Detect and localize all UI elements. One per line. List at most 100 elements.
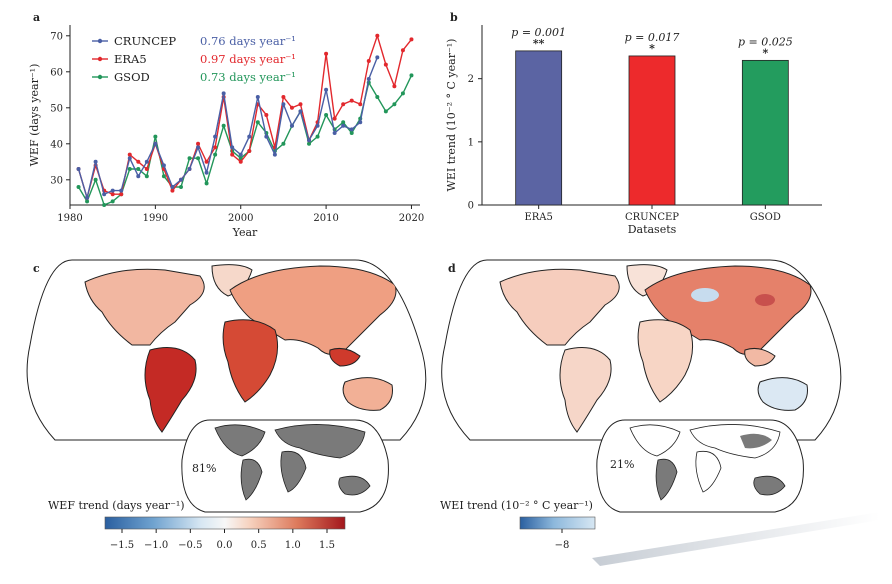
series-point-era5 [136, 159, 141, 164]
series-point-era5 [298, 102, 303, 107]
series-point-gsod [153, 134, 158, 139]
chart-a-x-tick-label: 2000 [228, 213, 253, 224]
bar-significance-cruncep: * [649, 42, 655, 55]
chart-b-y-tick-label: 0 [468, 201, 474, 212]
series-point-era5 [349, 98, 354, 103]
series-point-cruncep [332, 131, 337, 135]
series-point-gsod [85, 199, 90, 204]
chart-b-y-label: WEI trend (10⁻² ° C year⁻¹) [445, 39, 458, 192]
series-point-era5 [383, 62, 388, 67]
bar-pvalue-cruncep: p = 0.017 [625, 31, 680, 44]
series-point-cruncep [247, 134, 252, 139]
series-point-era5 [392, 84, 397, 89]
series-point-cruncep [358, 120, 363, 125]
series-point-cruncep [204, 170, 209, 175]
map-c: 81% WEF trend (days year⁻¹) −1.5 −1.0 −0.5… [26, 259, 427, 551]
series-point-cruncep [178, 177, 183, 182]
map-d-colorbar-ticks: −8 [555, 529, 569, 551]
series-point-gsod [178, 185, 183, 189]
series-point-gsod [315, 134, 320, 139]
chart-a-x-tick-label: 1990 [143, 213, 168, 224]
legend-trend-cruncep: 0.76 days year⁻¹ [200, 34, 296, 48]
map-c-se-asia [329, 348, 361, 367]
map-d-colorbar-fade [592, 512, 880, 566]
chart-a-y-tick-label: 50 [50, 103, 63, 114]
series-point-cruncep [221, 91, 226, 96]
series-point-gsod [349, 131, 354, 135]
series-point-era5 [247, 149, 252, 153]
series-point-gsod [238, 156, 243, 161]
series-point-gsod [187, 156, 192, 161]
series-point-cruncep [187, 167, 192, 171]
map-c-colorbar-tick-label: −1.0 [144, 540, 168, 551]
map-c-colorbar-tick-label: 1.0 [285, 540, 301, 551]
series-point-era5 [400, 48, 405, 53]
map-c-colorbar-tick-label: 0.5 [251, 540, 267, 551]
bar-pvalue-era5: p = 0.001 [511, 26, 566, 39]
panel-label-d: d [448, 262, 456, 275]
series-point-cruncep [93, 159, 98, 164]
map-c-inset-percent: 81% [192, 462, 216, 475]
panel-label-c: c [33, 262, 40, 275]
legend-marker-era5 [97, 56, 103, 62]
series-point-cruncep [136, 174, 141, 179]
series-point-cruncep [341, 123, 346, 128]
legend-marker-cruncep [97, 38, 103, 44]
series-point-cruncep [76, 167, 81, 171]
map-c-colorbar [104, 516, 346, 530]
map-d-australia [757, 377, 808, 411]
series-point-gsod [324, 113, 329, 117]
bar-era5 [515, 50, 563, 206]
series-point-cruncep [170, 185, 175, 189]
series-point-era5 [110, 192, 115, 197]
series-point-cruncep [289, 123, 294, 128]
map-c-colorbar-tick-label: 0.0 [217, 540, 233, 551]
map-c-colorbar-label: WEF trend (days year⁻¹) [48, 499, 185, 512]
series-point-gsod [93, 177, 98, 182]
series-point-era5 [341, 102, 346, 107]
series-point-era5 [366, 59, 371, 63]
series-point-cruncep [110, 188, 115, 193]
series-point-era5 [332, 116, 337, 121]
map-c-colorbar-ticks: −1.5 −1.0 −0.5 0.0 0.5 1.0 1.5 [110, 529, 335, 551]
chart-b-y-tick-label: 1 [468, 137, 474, 148]
series-point-era5 [196, 141, 201, 146]
series-point-era5 [119, 192, 124, 197]
map-c-colorbar-tick-label: 1.5 [319, 540, 335, 551]
series-point-cruncep [153, 141, 158, 146]
series-point-gsod [204, 181, 209, 186]
series-point-cruncep [196, 145, 201, 150]
series-point-cruncep [281, 102, 286, 107]
legend-label-cruncep: CRUNCEP [114, 34, 176, 48]
series-point-cruncep [230, 145, 235, 150]
series-point-gsod [213, 152, 218, 157]
series-point-era5 [127, 152, 132, 157]
series-point-gsod [161, 174, 166, 179]
series-point-gsod [409, 73, 414, 78]
series-point-cruncep [324, 87, 329, 92]
bar-cruncep [628, 55, 676, 206]
series-point-era5 [230, 152, 235, 157]
series-point-cruncep [144, 159, 149, 164]
legend-trend-gsod: 0.73 days year⁻¹ [200, 70, 296, 84]
map-c-australia [342, 377, 393, 411]
map-d-se-asia [744, 348, 776, 367]
chart-b-x-tick-label: ERA5 [524, 212, 552, 223]
chart-b-x-tick-label: CRUNCEP [625, 212, 679, 223]
chart-a-x-tick-label: 1980 [57, 213, 82, 224]
legend-trend-era5: 0.97 days year⁻¹ [200, 52, 296, 66]
map-d-inset: 21% [596, 419, 804, 513]
chart-b-x-tick-label: GSOD [750, 212, 781, 223]
panel-label-b: b [450, 11, 458, 24]
series-point-cruncep [238, 152, 243, 157]
chart-a-x-tick-label: 2010 [313, 213, 338, 224]
series-point-cruncep [375, 55, 380, 60]
chart-a-y-label: WEF (days year⁻¹) [28, 64, 41, 167]
bar-pvalue-gsod: p = 0.025 [738, 35, 793, 48]
series-point-era5 [324, 51, 329, 56]
series-point-era5 [238, 159, 243, 164]
series-point-cruncep [307, 138, 312, 143]
panel-label-a: a [33, 11, 40, 24]
map-c-africa [222, 319, 279, 403]
